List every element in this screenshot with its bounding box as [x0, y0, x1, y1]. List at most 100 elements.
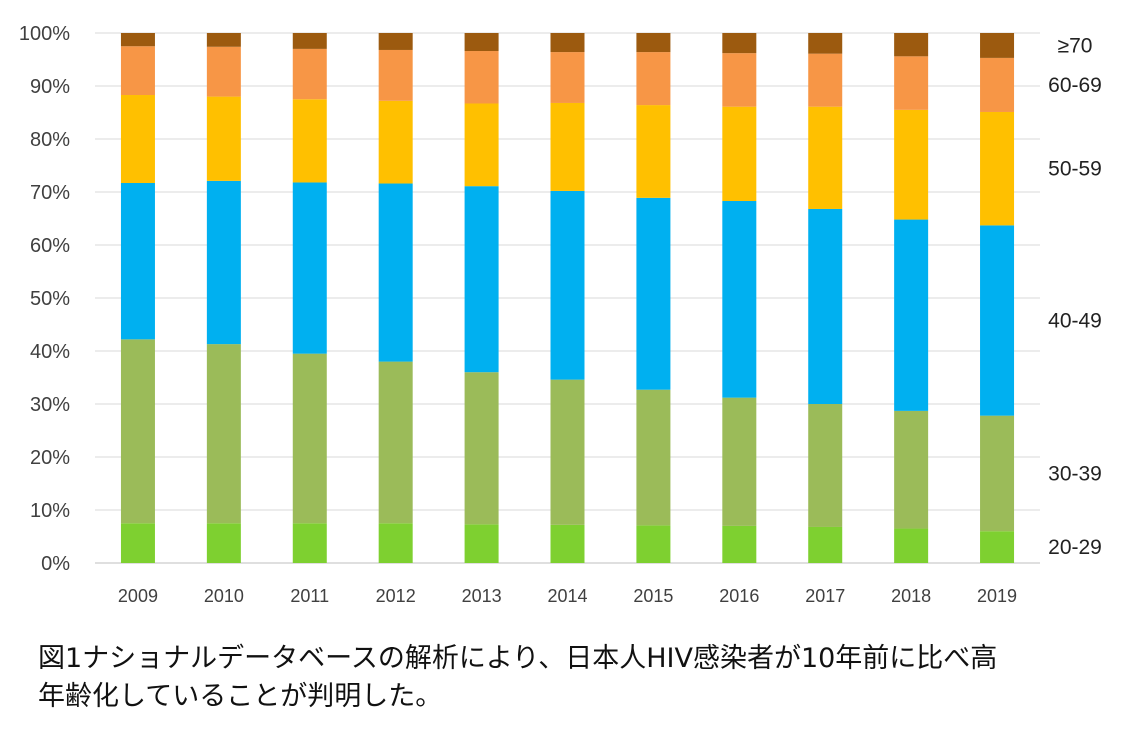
bar-segment-30-39: [636, 389, 671, 526]
bar-segment-60-69: [808, 53, 843, 107]
bar-segment-60-69: [464, 51, 499, 104]
bar-stack-2015: [636, 33, 671, 563]
bar-segment-≥70: [980, 33, 1015, 58]
bar-segment-30-39: [722, 397, 757, 526]
y-tick-label: 60%: [30, 235, 70, 257]
bar-stack-2011: [292, 33, 327, 563]
bar-segment-40-49: [808, 208, 843, 404]
x-tick-label: 2019: [977, 586, 1017, 606]
bar-segment-40-49: [206, 180, 241, 345]
bar-segment-20-29: [120, 523, 155, 563]
bar-segment-40-49: [292, 182, 327, 354]
y-tick-label: 0%: [41, 553, 70, 575]
bar-segment-30-39: [980, 415, 1015, 532]
x-tick-label: 2017: [805, 586, 845, 606]
x-tick-label: 2009: [118, 586, 158, 606]
bar-segment-30-39: [292, 353, 327, 524]
legend-label: 50-59: [1048, 158, 1102, 181]
bar-segment-40-49: [464, 186, 499, 373]
bar-stack-2016: [722, 33, 757, 563]
bar-segment-20-29: [894, 528, 929, 563]
bar-segment-30-39: [378, 361, 413, 524]
bar-segment-30-39: [894, 410, 929, 529]
bar-segment-50-59: [464, 103, 499, 187]
bar-segment-20-29: [808, 526, 843, 563]
bar-segment-60-69: [980, 57, 1015, 112]
legend-label: ≥70: [1058, 34, 1093, 57]
bar-segment-≥70: [378, 33, 413, 50]
bar-segment-20-29: [980, 531, 1015, 563]
x-tick-label: 2012: [376, 586, 416, 606]
bar-segment-30-39: [206, 344, 241, 524]
legend-label: 30-39: [1048, 462, 1102, 485]
x-tick-label: 2013: [462, 586, 502, 606]
bar-segment-40-49: [550, 190, 585, 380]
bar-segment-≥70: [636, 33, 671, 53]
bar-segment-50-59: [894, 109, 929, 220]
x-axis: 2009 2010 2011 2012 2013 2014 2015 2016 2017 2018…: [118, 586, 1017, 606]
bar-segment-50-59: [292, 99, 327, 183]
bar-segment-≥70: [120, 33, 155, 47]
bar-segment-60-69: [120, 46, 155, 96]
legend: 20-29 30-39 40-49 50-59 60-69 ≥70: [1048, 34, 1102, 559]
bar-segment-50-59: [120, 95, 155, 183]
bar-segment-30-39: [464, 372, 499, 525]
bar-segment-50-59: [378, 100, 413, 184]
bar-segment-30-39: [550, 379, 585, 525]
bar-stack-2014: [550, 33, 585, 563]
figure-caption: 図1ナショナルデータベースの解析により、日本人HIV感染者が10年前に比べ高 年…: [38, 640, 1128, 716]
bar-segment-20-29: [206, 523, 241, 563]
bar-stack-2012: [378, 33, 413, 563]
bar-segment-60-69: [722, 53, 757, 107]
y-tick-label: 20%: [30, 447, 70, 469]
bar-segment-30-39: [808, 404, 843, 527]
bar-segment-≥70: [722, 33, 757, 54]
bar-stack-2018: [894, 33, 929, 563]
bar-segment-40-49: [636, 197, 671, 390]
legend-label: 40-49: [1048, 310, 1102, 333]
y-tick-label: 30%: [30, 394, 70, 416]
bar-segment-30-39: [120, 339, 155, 524]
bar-segment-50-59: [808, 106, 843, 209]
x-tick-label: 2014: [547, 586, 587, 606]
bar-segment-50-59: [636, 105, 671, 198]
caption-line-2: 年齢化していることが判明した。: [38, 681, 443, 712]
legend-label: 60-69: [1048, 74, 1102, 97]
bar-segment-40-49: [980, 225, 1015, 416]
stacked-bar-chart: 0%10%20%30%40%50%60%70%80%90%100% 2009 20…: [19, 23, 1102, 606]
y-tick-label: 40%: [30, 341, 70, 363]
bar-segment-60-69: [206, 46, 241, 97]
x-tick-label: 2016: [719, 586, 759, 606]
x-tick-label: 2015: [633, 586, 673, 606]
bar-segment-50-59: [206, 96, 241, 181]
bar-segment-20-29: [464, 524, 499, 563]
bar-segment-60-69: [636, 52, 671, 106]
x-tick-label: 2010: [204, 586, 244, 606]
bar-segment-40-49: [722, 201, 757, 398]
bar-stack-2017: [808, 33, 843, 563]
bar-segment-20-29: [722, 525, 757, 563]
bar-segment-40-49: [378, 183, 413, 362]
x-tick-label: 2018: [891, 586, 931, 606]
caption-line-1: 図1ナショナルデータベースの解析により、日本人HIV感染者が10年前に比べ高: [38, 643, 998, 674]
y-tick-label: 90%: [30, 76, 70, 98]
bar-segment-≥70: [550, 33, 585, 53]
x-tick-label: 2011: [290, 586, 329, 606]
bar-stack-2009: [120, 33, 155, 563]
bar-segment-60-69: [378, 49, 413, 101]
y-tick-label: 100%: [19, 23, 70, 45]
y-tick-label: 50%: [30, 288, 70, 310]
bar-stack-2013: [464, 33, 499, 563]
bar-segment-20-29: [636, 525, 671, 563]
bar-segment-20-29: [292, 523, 327, 563]
legend-label: 20-29: [1048, 536, 1102, 559]
bar-segment-≥70: [894, 33, 929, 57]
bar-segment-40-49: [894, 219, 929, 411]
bar-segment-50-59: [550, 102, 585, 191]
y-axis: 0% 10% 20% 30% 40% 50% 60% 70% 80% 90% 100%: [19, 23, 70, 575]
y-tick-label: 10%: [30, 500, 70, 522]
bar-stack-2010: [206, 33, 241, 563]
y-tick-label: 80%: [30, 129, 70, 151]
bar-segment-≥70: [292, 33, 327, 49]
bar-segment-50-59: [980, 111, 1015, 226]
